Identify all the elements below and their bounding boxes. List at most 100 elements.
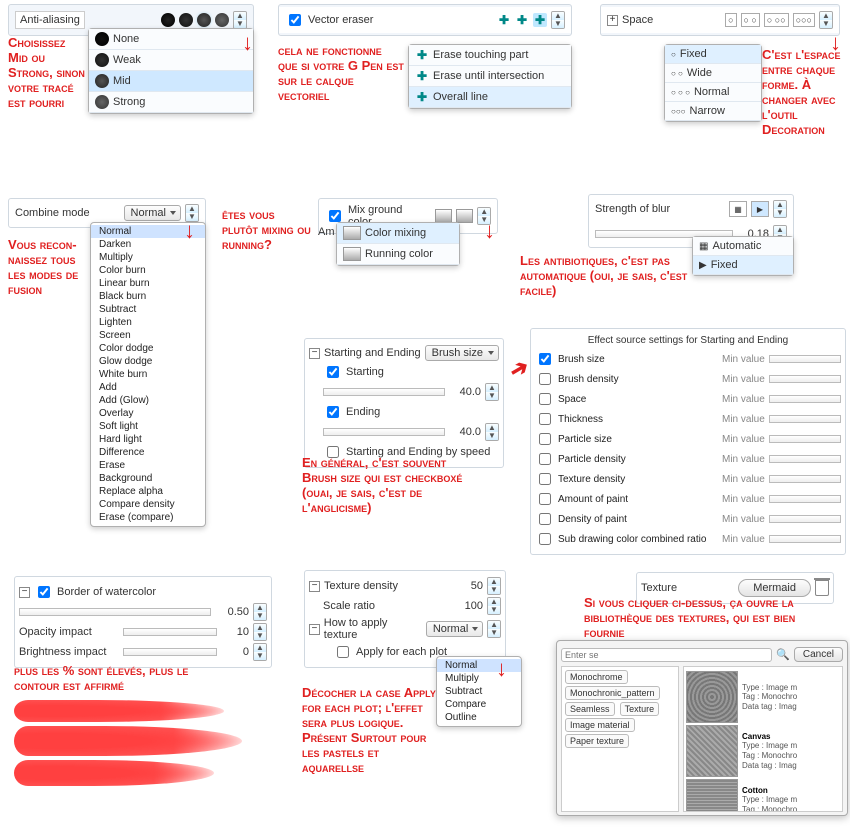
- apply-spinner[interactable]: ▲▼: [487, 620, 501, 638]
- combine-option[interactable]: Color dodge: [91, 342, 205, 355]
- tag[interactable]: Texture: [620, 702, 660, 716]
- blur-opt-fixed[interactable]: ▶Fixed: [693, 256, 793, 275]
- border-spinner[interactable]: ▲▼: [253, 603, 267, 621]
- combine-option[interactable]: White burn: [91, 368, 205, 381]
- effect-slider[interactable]: [769, 515, 841, 523]
- combine-dropdown-btn[interactable]: Normal: [124, 205, 181, 221]
- apply-opt-multiply[interactable]: Multiply: [437, 672, 521, 685]
- blur-mode-icon[interactable]: ▦: [729, 201, 747, 217]
- vector-eraser-check[interactable]: [289, 14, 301, 26]
- combine-option[interactable]: Background: [91, 472, 205, 485]
- texture-item[interactable]: CanvasType : Image mTag : MonochroData t…: [686, 725, 840, 777]
- erase-icon-2[interactable]: ✚: [515, 13, 529, 27]
- space-swatch[interactable]: ○○○: [793, 13, 815, 27]
- vec-opt-touching[interactable]: ✚Erase touching part: [409, 45, 571, 66]
- starting-slider[interactable]: [323, 388, 445, 396]
- scale-spinner[interactable]: ▲▼: [487, 597, 501, 615]
- aa-spinner[interactable]: ▲▼: [233, 11, 247, 29]
- combine-option[interactable]: Black burn: [91, 290, 205, 303]
- apply-dropdown[interactable]: Normal: [426, 621, 483, 637]
- mix-swatch[interactable]: [435, 209, 452, 223]
- effect-slider[interactable]: [769, 495, 841, 503]
- aa-preview-dot[interactable]: [179, 13, 193, 27]
- effect-slider[interactable]: [769, 535, 841, 543]
- aa-option-strong[interactable]: Strong: [89, 92, 253, 113]
- ending-slider[interactable]: [323, 428, 445, 436]
- combine-option[interactable]: Lighten: [91, 316, 205, 329]
- tag[interactable]: Monochrome: [565, 670, 628, 684]
- blur-mode-icon[interactable]: ▶: [751, 201, 769, 217]
- effect-slider[interactable]: [769, 375, 841, 383]
- effect-check[interactable]: [539, 453, 551, 465]
- combine-option[interactable]: Replace alpha: [91, 485, 205, 498]
- effect-slider[interactable]: [769, 395, 841, 403]
- space-opt-wide[interactable]: ○ ○Wide: [665, 64, 761, 83]
- combine-option[interactable]: Soft light: [91, 420, 205, 433]
- apply-opt-outline[interactable]: Outline: [437, 711, 521, 724]
- ending-spinner[interactable]: ▲▼: [485, 423, 499, 441]
- trash-icon[interactable]: [815, 580, 829, 596]
- opacity-spinner[interactable]: ▲▼: [253, 623, 267, 641]
- tag[interactable]: Paper texture: [565, 734, 629, 748]
- brightness-slider[interactable]: [123, 648, 217, 656]
- space-opt-fixed[interactable]: ○Fixed: [665, 45, 761, 64]
- effect-check[interactable]: [539, 353, 551, 365]
- effect-check[interactable]: [539, 533, 551, 545]
- border-check[interactable]: [38, 586, 50, 598]
- combine-option[interactable]: Screen: [91, 329, 205, 342]
- vec-opt-intersection[interactable]: ✚Erase until intersection: [409, 66, 571, 87]
- aa-preview-dot[interactable]: [197, 13, 211, 27]
- combine-option[interactable]: Linear burn: [91, 277, 205, 290]
- effect-check[interactable]: [539, 473, 551, 485]
- combine-option[interactable]: Overlay: [91, 407, 205, 420]
- combine-option[interactable]: Glow dodge: [91, 355, 205, 368]
- combine-option[interactable]: Add: [91, 381, 205, 394]
- search-icon[interactable]: 🔍: [776, 648, 790, 661]
- startend-dropdown[interactable]: Brush size: [425, 345, 499, 361]
- space-swatch[interactable]: ○: [725, 13, 736, 27]
- effect-check[interactable]: [539, 413, 551, 425]
- plus-icon[interactable]: +: [607, 15, 618, 26]
- aa-option-none[interactable]: None: [89, 29, 253, 50]
- combine-option[interactable]: Compare density: [91, 498, 205, 511]
- collapse-icon[interactable]: −: [309, 348, 320, 359]
- vec-spinner[interactable]: ▲▼: [551, 11, 565, 29]
- erase-icon-1[interactable]: ✚: [497, 13, 511, 27]
- aa-preview-dot[interactable]: [161, 13, 175, 27]
- collapse-icon[interactable]: −: [309, 581, 320, 592]
- combine-option[interactable]: Erase: [91, 459, 205, 472]
- blur-opt-auto[interactable]: ▦Automatic: [693, 237, 793, 256]
- tag[interactable]: Image material: [565, 718, 635, 732]
- mix-opt-running[interactable]: Running color: [337, 244, 459, 265]
- space-swatch[interactable]: ○ ○○: [764, 13, 789, 27]
- collapse-icon[interactable]: −: [19, 587, 30, 598]
- effect-check[interactable]: [539, 433, 551, 445]
- apply-opt-subtract[interactable]: Subtract: [437, 685, 521, 698]
- combine-option[interactable]: Multiply: [91, 251, 205, 264]
- mix-opt-mixing[interactable]: Color mixing: [337, 223, 459, 244]
- mix-swatch[interactable]: [456, 209, 473, 223]
- border-slider[interactable]: [19, 608, 211, 616]
- combine-option[interactable]: Color burn: [91, 264, 205, 277]
- effect-slider[interactable]: [769, 435, 841, 443]
- opacity-slider[interactable]: [123, 628, 217, 636]
- texdens-spinner[interactable]: ▲▼: [487, 577, 501, 595]
- effect-slider[interactable]: [769, 355, 841, 363]
- apply-opt-normal[interactable]: Normal: [437, 659, 521, 672]
- starting-spinner[interactable]: ▲▼: [485, 383, 499, 401]
- aa-option-weak[interactable]: Weak: [89, 50, 253, 71]
- effect-slider[interactable]: [769, 415, 841, 423]
- starting-check[interactable]: [327, 366, 339, 378]
- effect-check[interactable]: [539, 393, 551, 405]
- tag[interactable]: Monochronic_pattern: [565, 686, 660, 700]
- space-spinner[interactable]: ▲▼: [819, 11, 833, 29]
- texture-search[interactable]: [561, 648, 772, 662]
- combine-option[interactable]: Add (Glow): [91, 394, 205, 407]
- space-opt-narrow[interactable]: ○○○Narrow: [665, 102, 761, 121]
- combine-option[interactable]: Erase (compare): [91, 511, 205, 524]
- combine-option[interactable]: Subtract: [91, 303, 205, 316]
- vec-opt-overall[interactable]: ✚Overall line: [409, 87, 571, 108]
- texture-item[interactable]: CottonType : Image mTag : MonochroData t…: [686, 779, 840, 812]
- aa-option-mid[interactable]: Mid: [89, 71, 253, 92]
- effect-check[interactable]: [539, 493, 551, 505]
